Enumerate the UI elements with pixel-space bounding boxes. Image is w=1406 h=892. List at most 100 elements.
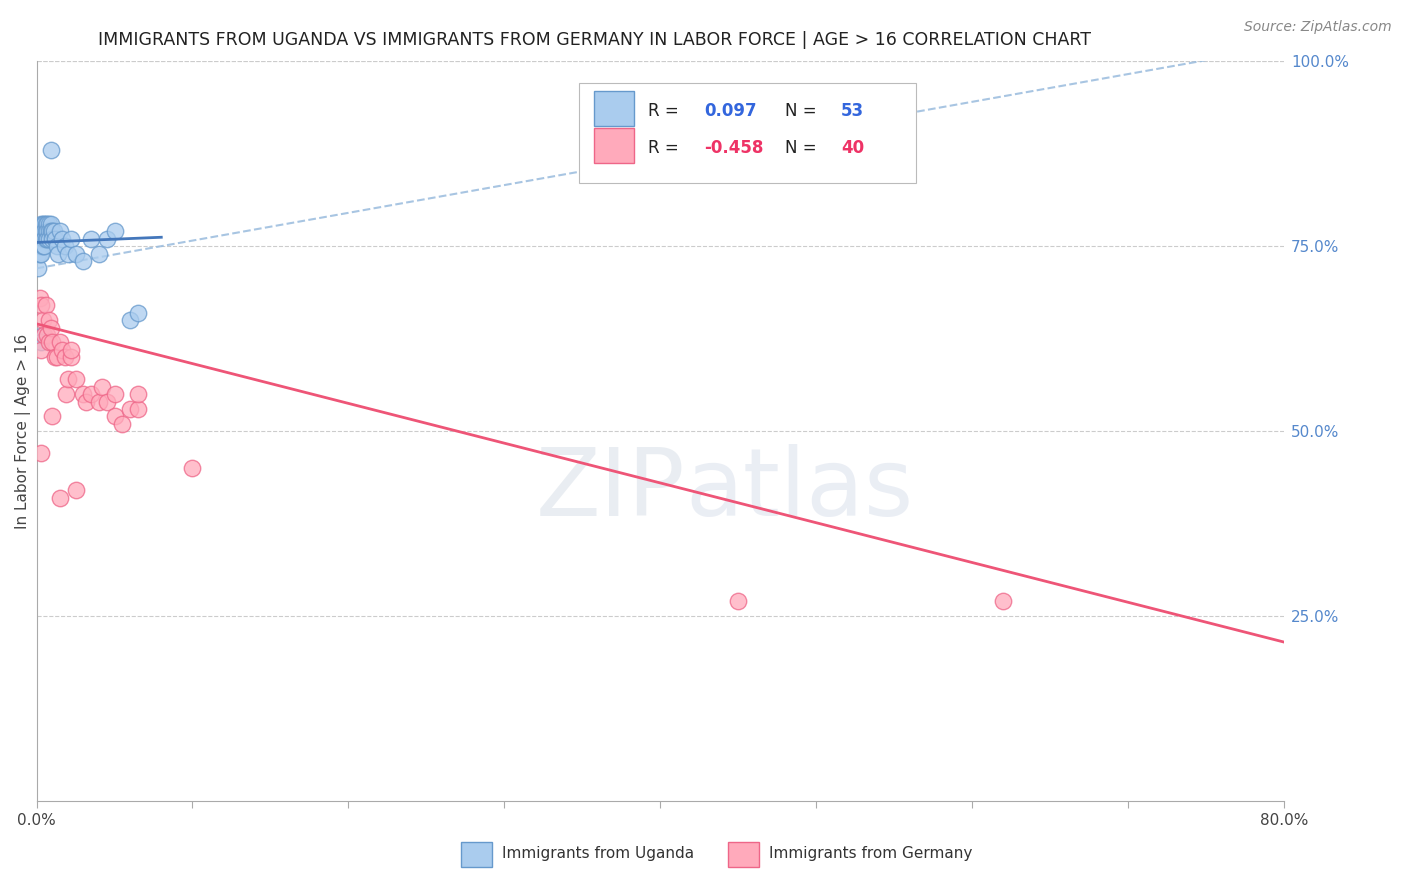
Point xyxy=(28,232,51,246)
Point xyxy=(727,594,749,608)
Point xyxy=(87,394,110,409)
Point xyxy=(35,217,58,231)
Point xyxy=(38,224,60,238)
Point xyxy=(30,224,52,238)
Point xyxy=(34,224,56,238)
Point xyxy=(56,372,79,386)
Point xyxy=(96,232,118,246)
Point xyxy=(30,446,52,460)
Point xyxy=(38,232,60,246)
Point xyxy=(37,327,59,342)
Point xyxy=(53,350,76,364)
Point xyxy=(31,232,53,246)
Point xyxy=(127,306,149,320)
Point xyxy=(49,335,72,350)
Point xyxy=(53,239,76,253)
Text: N =: N = xyxy=(785,139,817,157)
Point xyxy=(37,217,59,231)
Point xyxy=(56,246,79,260)
Text: ZIP: ZIP xyxy=(536,444,685,536)
Point xyxy=(31,217,53,231)
Point xyxy=(39,143,62,157)
Point xyxy=(59,232,82,246)
Point xyxy=(41,232,63,246)
Point xyxy=(96,394,118,409)
Text: 40: 40 xyxy=(841,139,865,157)
Point xyxy=(45,239,67,253)
Point xyxy=(37,232,59,246)
Point xyxy=(30,298,52,312)
Point xyxy=(120,401,142,416)
Text: atlas: atlas xyxy=(685,444,914,536)
Point xyxy=(72,254,94,268)
Y-axis label: In Labor Force | Age > 16: In Labor Force | Age > 16 xyxy=(15,334,31,529)
Point xyxy=(72,387,94,401)
Point xyxy=(38,313,60,327)
Point xyxy=(34,239,56,253)
Point xyxy=(120,313,142,327)
Point xyxy=(65,246,87,260)
Point xyxy=(59,350,82,364)
FancyBboxPatch shape xyxy=(579,83,915,183)
Point xyxy=(103,409,125,424)
Point xyxy=(30,239,52,253)
Point xyxy=(181,461,204,475)
Point xyxy=(30,232,52,246)
Point xyxy=(35,298,58,312)
Point xyxy=(28,224,51,238)
Point xyxy=(55,387,77,401)
Bar xyxy=(595,91,634,127)
Point xyxy=(39,320,62,334)
Point xyxy=(39,224,62,238)
Point xyxy=(38,217,60,231)
Text: Source: ZipAtlas.com: Source: ZipAtlas.com xyxy=(1244,20,1392,34)
Point xyxy=(34,327,56,342)
Point xyxy=(91,380,114,394)
Point xyxy=(41,224,63,238)
Point xyxy=(31,224,53,238)
Point xyxy=(34,232,56,246)
Point xyxy=(35,224,58,238)
Point xyxy=(27,261,49,276)
Point xyxy=(28,246,51,260)
Point xyxy=(41,335,63,350)
Point xyxy=(27,232,49,246)
Bar xyxy=(595,128,634,163)
Point xyxy=(65,372,87,386)
Point xyxy=(48,246,70,260)
Text: R =: R = xyxy=(648,139,679,157)
Point xyxy=(38,335,60,350)
Text: R =: R = xyxy=(648,102,679,120)
Point xyxy=(31,239,53,253)
Point xyxy=(30,343,52,357)
Point xyxy=(42,224,65,238)
Point xyxy=(111,417,134,431)
Text: N =: N = xyxy=(785,102,817,120)
Point xyxy=(59,343,82,357)
Point xyxy=(87,246,110,260)
Point xyxy=(39,217,62,231)
Point xyxy=(31,313,53,327)
Point xyxy=(993,594,1015,608)
Point xyxy=(41,409,63,424)
Point xyxy=(30,246,52,260)
Point xyxy=(30,217,52,231)
Point xyxy=(44,232,66,246)
Point xyxy=(28,291,51,305)
Point xyxy=(65,483,87,498)
Text: Immigrants from Uganda: Immigrants from Uganda xyxy=(502,847,695,861)
Point xyxy=(127,387,149,401)
Point xyxy=(28,239,51,253)
Point xyxy=(49,491,72,505)
Point xyxy=(31,327,53,342)
Point xyxy=(35,232,58,246)
Point xyxy=(34,217,56,231)
Text: 0.097: 0.097 xyxy=(704,102,756,120)
Point xyxy=(75,394,97,409)
Point xyxy=(127,401,149,416)
Point xyxy=(27,246,49,260)
Text: IMMIGRANTS FROM UGANDA VS IMMIGRANTS FROM GERMANY IN LABOR FORCE | AGE > 16 CORR: IMMIGRANTS FROM UGANDA VS IMMIGRANTS FRO… xyxy=(98,31,1091,49)
Point xyxy=(37,224,59,238)
Point xyxy=(80,232,103,246)
Text: 53: 53 xyxy=(841,102,865,120)
